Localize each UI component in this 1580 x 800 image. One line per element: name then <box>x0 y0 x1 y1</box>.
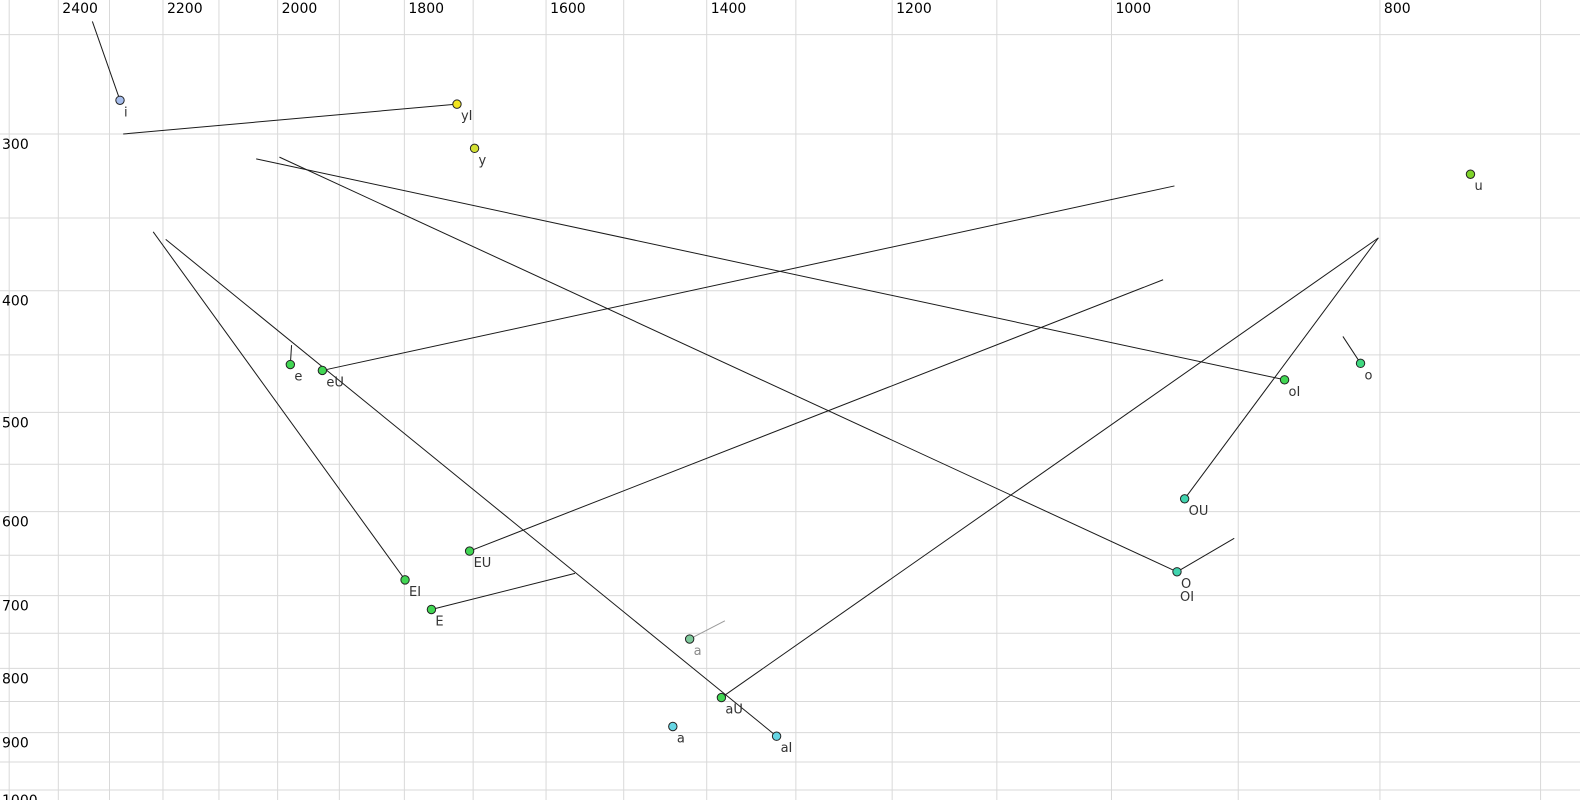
vowel-dot-e <box>285 359 296 370</box>
vowel-dot-aU <box>716 692 727 703</box>
x-tick-2000: 2000 <box>282 1 318 17</box>
x-tick-1200: 1200 <box>896 1 932 17</box>
vowel-label-E: E <box>435 614 443 629</box>
x-tick-1000: 1000 <box>1115 1 1151 17</box>
trajectory-OI <box>279 156 1178 573</box>
vowel-label-aI: aI <box>781 741 793 756</box>
trajectory-EI <box>152 231 406 581</box>
vowel-dot-yI <box>452 99 462 109</box>
vowel-dot-eU <box>317 365 328 376</box>
vowel-labels: i yI y u e eU EU EI Ea aU a aI o oI OU OOI <box>124 105 1483 756</box>
vowel-label-aU: aU <box>725 703 742 718</box>
vowel-label-y: y <box>479 153 487 168</box>
trajectory-O <box>1176 537 1235 573</box>
vowel-points <box>115 95 1476 741</box>
trajectory-a_gray <box>689 620 726 640</box>
x-tick-1600: 1600 <box>550 1 586 17</box>
x-tick-1800: 1800 <box>408 1 444 17</box>
trajectories <box>91 21 1379 737</box>
vowel-dot-oI <box>1279 375 1290 385</box>
y-tick-800: 800 <box>2 671 29 687</box>
vowel-label-a: a <box>677 732 685 747</box>
x-tick-2200: 2200 <box>167 1 203 17</box>
axis-tick-labels: 2400 2200 2000 1800 1600 1400 1200 1000 800 300 40… <box>2 1 1411 800</box>
vowel-label-oI: oI <box>1289 385 1301 400</box>
vowel-label-eU: eU <box>326 375 344 390</box>
vowel-dot-E <box>426 604 437 615</box>
y-tick-1000: 1000 <box>2 793 38 800</box>
x-tick-2400: 2400 <box>62 1 98 17</box>
vowel-label-EU: EU <box>474 556 492 571</box>
vowel-dot-O <box>1172 567 1182 577</box>
trajectory-yI <box>123 103 458 135</box>
vowel-dot-u <box>1465 169 1476 179</box>
vowel-label-OI: OI <box>1180 590 1194 605</box>
vowel-dot-i <box>115 95 125 105</box>
vowel-label-OU: OU <box>1189 504 1209 519</box>
vowel-dot-a_gray <box>684 634 695 644</box>
y-tick-900: 900 <box>2 736 29 752</box>
trajectory-OU <box>1184 237 1379 500</box>
vowel-label-e: e <box>294 370 302 385</box>
y-tick-500: 500 <box>2 415 29 431</box>
y-tick-400: 400 <box>2 294 29 310</box>
vowel-dot-OU <box>1179 494 1190 504</box>
trajectory-o <box>1342 336 1361 364</box>
vowel-label-i: i <box>124 105 128 120</box>
vowel-label-O: O <box>1181 577 1191 592</box>
vowel-dot-aI <box>771 731 782 741</box>
trajectory-EU <box>469 279 1164 552</box>
vowel-dot-a <box>668 721 678 732</box>
trajectory-aI <box>165 238 777 737</box>
x-tick-1400: 1400 <box>711 1 747 17</box>
vowel-label-EI: EI <box>409 585 421 600</box>
vowel-dot-y <box>469 143 480 154</box>
trajectory-eU <box>322 185 1175 371</box>
vowel-dot-EI <box>400 575 410 585</box>
x-tick-800: 800 <box>1384 1 1411 17</box>
vowel-dot-o <box>1355 358 1366 369</box>
vowel-dot-EU <box>464 546 475 556</box>
y-tick-700: 700 <box>2 599 29 615</box>
y-tick-300: 300 <box>2 137 29 153</box>
vowel-label-a_gray: a <box>694 644 702 659</box>
trajectory-i <box>91 21 121 101</box>
trajectory-E <box>431 572 576 610</box>
trajectory-aU <box>721 237 1379 699</box>
vowel-label-yI: yI <box>461 109 473 124</box>
trajectory-oI <box>256 158 1285 381</box>
vowel-label-o: o <box>1365 368 1373 383</box>
vowel-label-u: u <box>1474 179 1482 194</box>
y-tick-600: 600 <box>2 515 29 531</box>
